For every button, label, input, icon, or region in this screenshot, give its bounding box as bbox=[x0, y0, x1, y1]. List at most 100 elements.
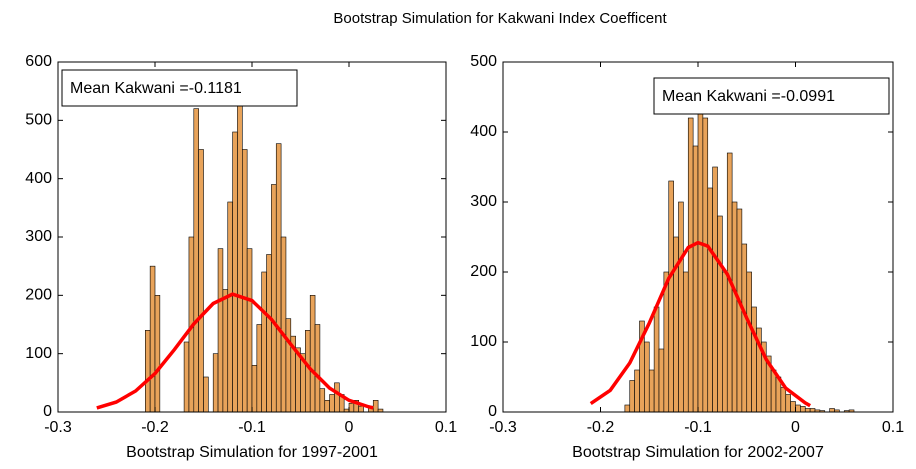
fit-curve bbox=[589, 240, 811, 408]
histogram-bar bbox=[653, 306, 660, 413]
histogram-bar bbox=[624, 404, 631, 413]
histogram-bar bbox=[634, 369, 640, 413]
histogram-bar bbox=[644, 341, 650, 413]
histogram-bar bbox=[232, 131, 238, 413]
histogram-bar bbox=[261, 271, 267, 413]
x-tick-label: 0 bbox=[791, 419, 800, 436]
histogram-chart: -0.3 -0.2 -0.1 0 0.1 0 100 200 300 400 500 Bootstra… bbox=[470, 53, 904, 461]
histogram-bar bbox=[348, 402, 355, 413]
histogram-bar bbox=[183, 341, 190, 413]
fit-curve bbox=[96, 292, 374, 410]
histogram-bar bbox=[198, 149, 204, 413]
histogram-bar bbox=[193, 108, 199, 413]
annotation-box bbox=[653, 77, 890, 115]
histogram-bar bbox=[256, 324, 263, 413]
histogram-bar bbox=[707, 187, 713, 413]
histogram-bar bbox=[217, 248, 224, 413]
x-tick-label: -0.2 bbox=[141, 419, 169, 436]
figure-title: Bootstrap Simulation for Kakwani Index C… bbox=[333, 10, 667, 27]
y-tick-label: 400 bbox=[25, 170, 52, 187]
x-tick-label: 0.1 bbox=[882, 419, 904, 436]
histogram-bar bbox=[663, 271, 670, 413]
histogram-bar bbox=[271, 184, 277, 413]
histogram-bar bbox=[237, 73, 243, 413]
y-tick-label: 200 bbox=[470, 263, 497, 280]
histogram-bar bbox=[731, 201, 738, 413]
histogram-bar bbox=[697, 82, 704, 413]
x-tick-label: -0.3 bbox=[489, 419, 517, 436]
histogram-bar bbox=[809, 408, 816, 413]
histogram-bar bbox=[285, 318, 292, 413]
histogram-bar bbox=[329, 394, 335, 413]
x-tick-label: -0.2 bbox=[587, 419, 615, 436]
histogram-bar bbox=[800, 406, 806, 413]
histogram-bar bbox=[246, 248, 253, 413]
y-tick-label: 100 bbox=[25, 345, 52, 362]
histogram-bar bbox=[722, 271, 728, 413]
histogram-bar bbox=[770, 369, 777, 413]
histogram-bar bbox=[319, 388, 326, 413]
y-tick-label: 200 bbox=[25, 287, 52, 304]
histogram-bar bbox=[227, 201, 233, 413]
x-axis-label: Bootstrap Simulation for 1997-2001 bbox=[126, 444, 378, 461]
y-tick-label: 0 bbox=[43, 403, 52, 420]
x-axis-label: Bootstrap Simulation for 2002-2007 bbox=[572, 444, 824, 461]
histogram-bar bbox=[629, 380, 635, 413]
histogram-bar bbox=[222, 289, 229, 413]
x-tick-label: -0.1 bbox=[684, 419, 712, 436]
x-tick-label: -0.3 bbox=[44, 419, 72, 436]
y-tick-label: 300 bbox=[25, 228, 52, 245]
histogram-bar bbox=[785, 394, 791, 413]
histogram-bar bbox=[687, 117, 694, 413]
histogram-bar bbox=[203, 376, 209, 413]
histogram-bar bbox=[683, 271, 689, 413]
histogram-bar bbox=[736, 208, 743, 413]
y-tick-label: 0 bbox=[488, 403, 497, 420]
histogram-bar bbox=[712, 166, 718, 413]
histogram-chart: -0.3 -0.2 -0.1 0 0.1 0 100 200 300 400 500 600 Boots… bbox=[25, 53, 457, 461]
histogram-bar bbox=[804, 408, 811, 413]
y-tick-label: 500 bbox=[470, 53, 497, 70]
histogram-bar bbox=[275, 143, 282, 413]
histogram-bar bbox=[280, 236, 287, 413]
y-tick-label: 100 bbox=[470, 333, 497, 350]
histogram-bar bbox=[212, 353, 219, 413]
x-tick-label: 0.1 bbox=[435, 419, 457, 436]
histogram-bar bbox=[145, 330, 151, 413]
histogram-bar bbox=[358, 405, 364, 413]
y-tick-label: 300 bbox=[470, 193, 497, 210]
histogram-bar bbox=[305, 330, 311, 413]
histogram-bar bbox=[741, 243, 748, 413]
y-tick-label: 500 bbox=[25, 112, 52, 129]
histogram-bar bbox=[314, 324, 321, 413]
x-tick-label: -0.1 bbox=[238, 419, 266, 436]
histogram-bar bbox=[658, 348, 665, 413]
histogram-bar bbox=[751, 306, 757, 413]
y-tick-label: 400 bbox=[470, 123, 497, 140]
histogram-bar bbox=[795, 404, 801, 413]
histogram-bar bbox=[242, 149, 248, 413]
histogram-bar bbox=[266, 254, 272, 413]
annotation: Mean Kakwani =-0.1181 bbox=[70, 80, 242, 97]
histogram-bar bbox=[717, 215, 723, 413]
histogram-bar bbox=[668, 180, 674, 413]
histogram-bar bbox=[702, 117, 709, 413]
histogram-bar bbox=[648, 369, 655, 413]
histogram-bar bbox=[790, 401, 796, 413]
histogram-bar bbox=[372, 400, 379, 413]
histogram-bar bbox=[251, 365, 258, 413]
histogram-bar bbox=[334, 382, 340, 413]
histogram-bar bbox=[678, 201, 684, 413]
histogram-bar bbox=[324, 400, 330, 413]
histogram-bar bbox=[746, 271, 752, 413]
y-tick-label: 600 bbox=[25, 53, 52, 70]
annotation: Mean Kakwani =-0.0991 bbox=[662, 88, 835, 105]
histogram-bar bbox=[149, 265, 156, 413]
annotation-box bbox=[61, 69, 298, 107]
histogram-bar bbox=[154, 295, 161, 413]
histogram-bar bbox=[780, 387, 787, 413]
histogram-bar bbox=[829, 408, 835, 413]
histogram-bar bbox=[309, 295, 316, 413]
x-tick-label: 0 bbox=[345, 419, 354, 436]
